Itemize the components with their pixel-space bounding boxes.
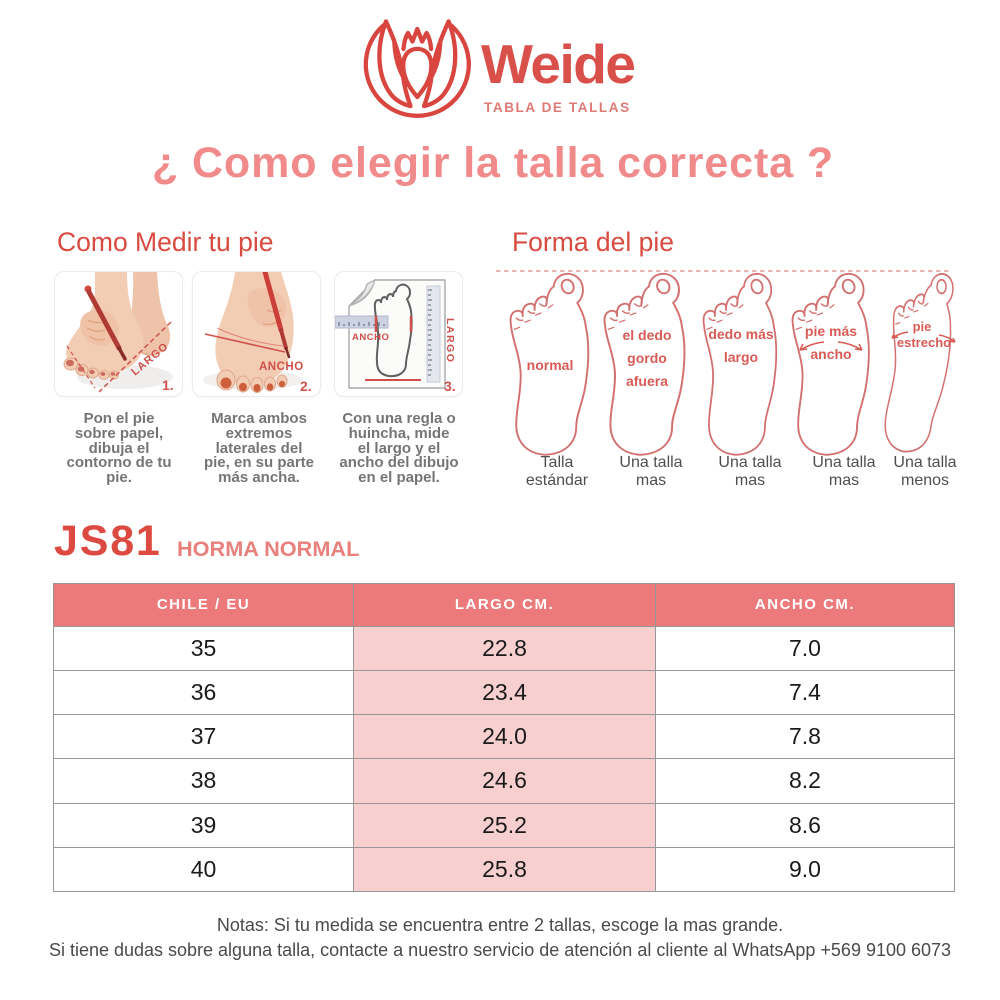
svg-text:afuera: afuera (626, 373, 668, 389)
svg-text:normal: normal (527, 357, 574, 373)
svg-text:gordo: gordo (627, 350, 667, 366)
svg-text:LARGO: LARGO (444, 318, 456, 363)
svg-text:3.: 3. (444, 378, 456, 394)
svg-text:ANCHO: ANCHO (259, 361, 304, 373)
svg-text:pie más: pie más (805, 323, 857, 339)
svg-text:1.: 1. (162, 377, 174, 393)
svg-text:pie: pie (913, 319, 932, 334)
svg-text:ANCHO: ANCHO (352, 332, 389, 343)
svg-text:el dedo: el dedo (622, 327, 671, 343)
svg-text:largo: largo (724, 349, 758, 365)
svg-text:ancho: ancho (810, 346, 851, 362)
svg-text:dedo más: dedo más (708, 326, 774, 342)
svg-text:estrecho: estrecho (897, 335, 951, 350)
svg-text:2.: 2. (300, 378, 312, 394)
